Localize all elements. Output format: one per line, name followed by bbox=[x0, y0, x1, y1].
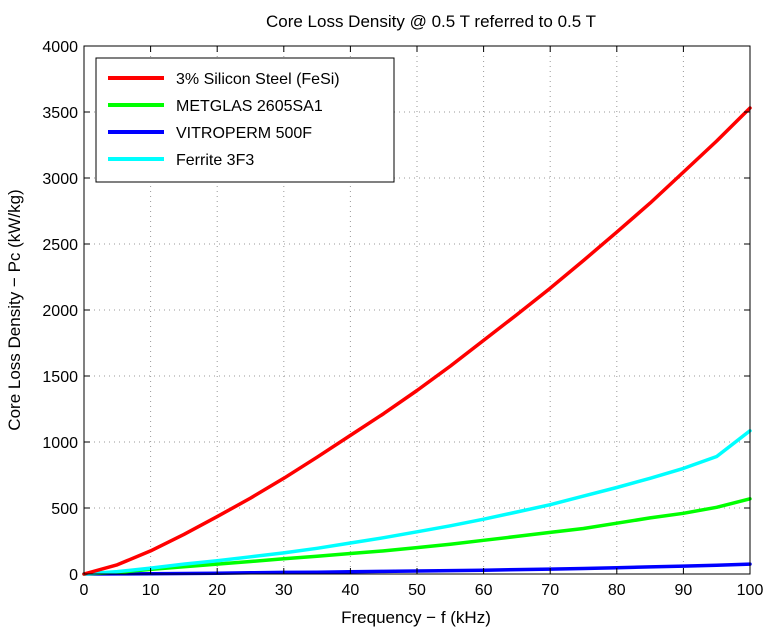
x-tick-label: 40 bbox=[342, 582, 360, 599]
x-tick-label: 50 bbox=[408, 582, 426, 599]
x-tick-label: 100 bbox=[737, 582, 764, 599]
y-tick-label: 1500 bbox=[42, 369, 78, 386]
x-tick-label: 90 bbox=[675, 582, 693, 599]
chart-title: Core Loss Density @ 0.5 T referred to 0.… bbox=[266, 12, 596, 31]
x-axis-label: Frequency − f (kHz) bbox=[341, 608, 491, 627]
axis-ticks: 0 10 20 30 40 50 60 70 80 90 100050010001500200025… bbox=[42, 39, 763, 599]
series-lines bbox=[82, 106, 752, 576]
legend-label: VITROPERM 500F bbox=[176, 125, 312, 142]
y-tick-label: 1000 bbox=[42, 435, 78, 452]
legend-label: Ferrite 3F3 bbox=[176, 152, 254, 169]
series-line-4 bbox=[82, 429, 752, 576]
y-tick-label: 3500 bbox=[42, 105, 78, 122]
y-tick-label: 2000 bbox=[42, 303, 78, 320]
y-tick-label: 0 bbox=[69, 567, 78, 584]
x-tick-label: 30 bbox=[275, 582, 293, 599]
x-tick-label: 10 bbox=[142, 582, 160, 599]
x-tick-label: 0 bbox=[80, 582, 89, 599]
series-line-2 bbox=[82, 497, 752, 576]
legend: 3% Silicon Steel (FeSi) METGLAS 2605SA1 VI… bbox=[95, 57, 395, 183]
y-tick-label: 4000 bbox=[42, 39, 78, 56]
y-tick-label: 3000 bbox=[42, 171, 78, 188]
x-tick-label: 70 bbox=[541, 582, 559, 599]
legend-label: METGLAS 2605SA1 bbox=[176, 98, 323, 115]
series-line-1 bbox=[82, 106, 752, 576]
x-tick-label: 60 bbox=[475, 582, 493, 599]
x-tick-label: 80 bbox=[608, 582, 626, 599]
y-tick-label: 2500 bbox=[42, 237, 78, 254]
y-axis-label: Core Loss Density − Pc (kW/kg) bbox=[5, 189, 24, 430]
x-tick-label: 20 bbox=[208, 582, 226, 599]
y-tick-label: 500 bbox=[51, 501, 78, 518]
legend-label: 3% Silicon Steel (FeSi) bbox=[176, 71, 340, 88]
